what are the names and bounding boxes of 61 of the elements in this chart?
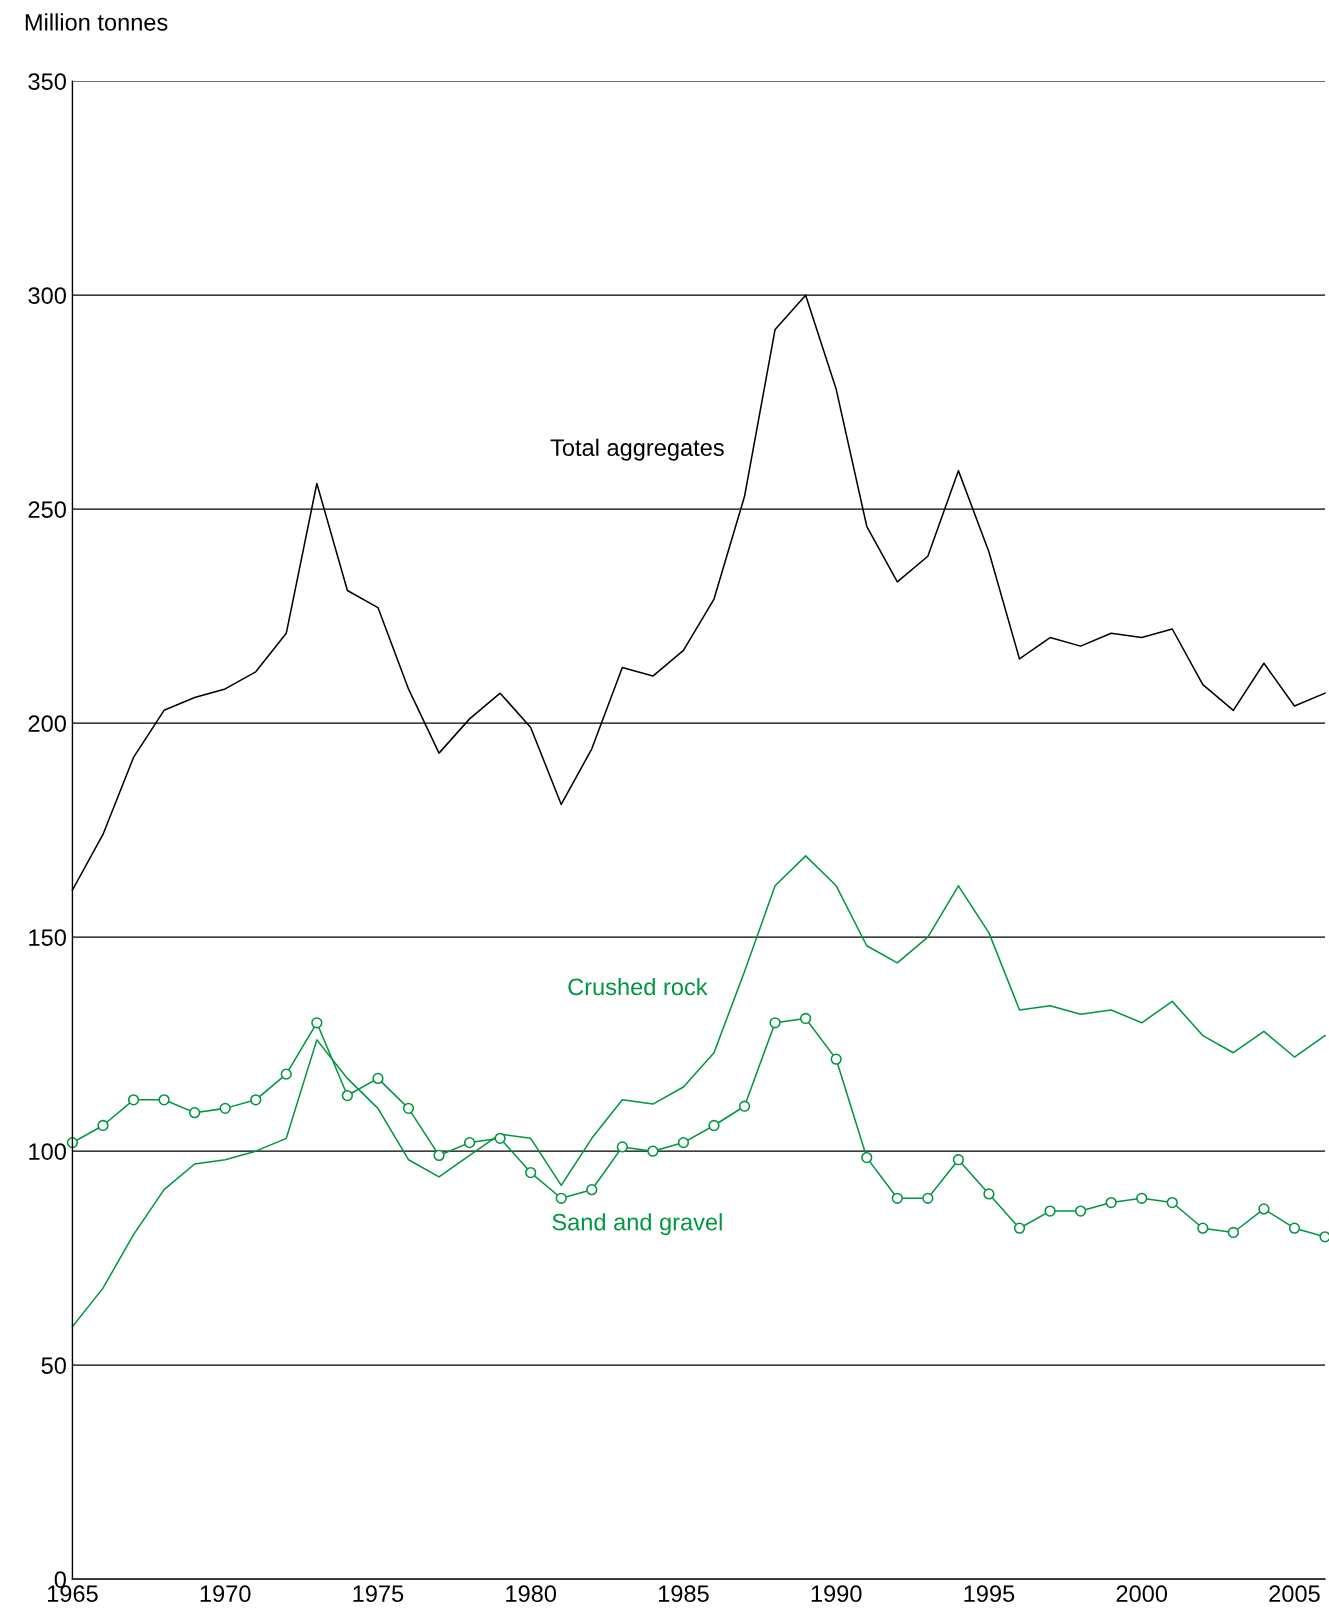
- y-tick-label: 200: [28, 715, 66, 732]
- point: [891, 1192, 903, 1204]
- point: [341, 1089, 354, 1102]
- series-label: Total aggregates: [550, 438, 724, 461]
- point: [769, 1017, 781, 1029]
- point: [861, 1151, 873, 1164]
- y-tick-label: 300: [28, 287, 66, 304]
- point: [280, 1068, 292, 1080]
- point: [616, 1141, 628, 1153]
- point: [738, 1100, 751, 1112]
- point: [189, 1107, 201, 1119]
- x-tick-label: 1995: [964, 1585, 1015, 1603]
- point: [494, 1132, 506, 1144]
- y-axis-title: Million tonnes: [25, 13, 168, 31]
- point: [158, 1094, 170, 1106]
- point: [1197, 1222, 1209, 1234]
- point: [1013, 1222, 1026, 1234]
- point: [219, 1102, 231, 1114]
- point: [922, 1192, 934, 1204]
- point: [402, 1102, 415, 1114]
- point: [1319, 1231, 1329, 1243]
- x-tick-label: 2000: [1116, 1585, 1168, 1603]
- point: [708, 1119, 720, 1132]
- point: [1074, 1205, 1087, 1217]
- point: [1136, 1192, 1148, 1204]
- point: [1166, 1196, 1178, 1209]
- x-tick-label: 2005: [1269, 1585, 1320, 1603]
- point: [983, 1188, 995, 1200]
- x-tick-label: 1990: [811, 1585, 862, 1603]
- point: [1227, 1226, 1239, 1239]
- x-tick-label: 1970: [200, 1585, 251, 1603]
- series-label: Crushed rock: [568, 977, 708, 996]
- x-tick-label: 1975: [353, 1585, 404, 1603]
- point: [127, 1094, 140, 1106]
- x-tick-label: 1985: [658, 1585, 709, 1603]
- y-tick-label: 150: [29, 929, 66, 946]
- point: [952, 1154, 965, 1166]
- point: [1258, 1203, 1270, 1215]
- point: [433, 1149, 445, 1162]
- point: [586, 1184, 598, 1196]
- point: [311, 1017, 323, 1029]
- point: [372, 1072, 384, 1085]
- y-tick-label: 250: [28, 501, 66, 518]
- y-tick-label: 50: [41, 1357, 66, 1374]
- series-label: Sand and gravel: [552, 1213, 722, 1236]
- line-series: [71, 855, 1326, 1328]
- point: [800, 1012, 812, 1025]
- point: [525, 1166, 537, 1179]
- point: [677, 1136, 690, 1149]
- point: [463, 1136, 476, 1149]
- point: [97, 1119, 109, 1132]
- point: [555, 1192, 567, 1204]
- point: [1105, 1196, 1117, 1209]
- y-tick-label: 350: [28, 73, 66, 90]
- point: [1044, 1205, 1056, 1217]
- point: [647, 1145, 659, 1157]
- point: [250, 1094, 262, 1106]
- x-tick-label: 1980: [506, 1585, 557, 1603]
- y-tick-label: 100: [29, 1143, 66, 1160]
- point: [1288, 1222, 1301, 1234]
- point: [830, 1053, 842, 1065]
